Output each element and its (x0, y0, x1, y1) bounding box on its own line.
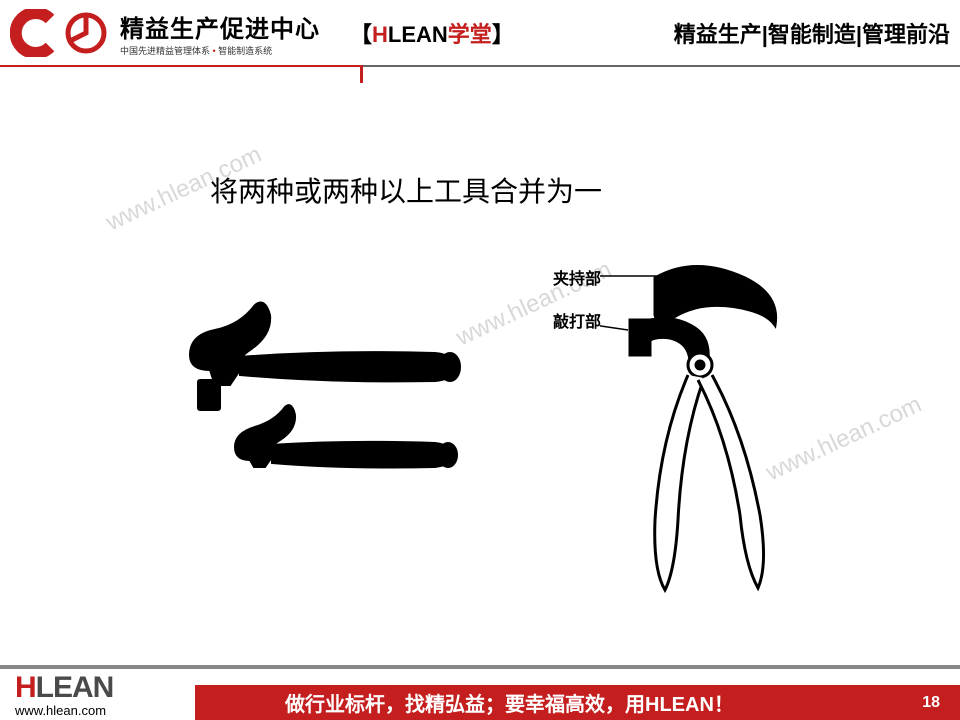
content-area: www.hlean.com www.hlean.com www.hlean.co… (0, 65, 960, 645)
footer-slogan: 做行业标杆，找精弘益；要幸福高效，用HLEAN！ (285, 688, 734, 717)
page-number: 18 (922, 694, 940, 712)
header-bracket-title: 【HLEAN学堂】 (350, 17, 514, 49)
plier-label-grip: 夹持部 (553, 265, 601, 289)
footer-url: www.hlean.com (15, 703, 106, 718)
logo-c-icon (10, 9, 58, 57)
plier-illustration (600, 260, 840, 600)
logo-main-text: 精益生产促进中心 (120, 9, 320, 44)
slide-title: 将两种或两种以上工具合并为一 (210, 170, 602, 210)
logo-ring-icon (62, 9, 110, 57)
logo-sub-text: 中国先进精益管理体系 • 智能制造系统 (120, 44, 320, 57)
plier-label-strike: 敲打部 (553, 308, 601, 332)
footer: HLEAN www.hlean.com 做行业标杆，找精弘益；要幸福高效，用HL… (0, 665, 960, 720)
footer-logo: HLEAN (15, 671, 113, 705)
logo-text: 精益生产促进中心 中国先进精益管理体系 • 智能制造系统 (120, 9, 320, 57)
hammer-illustration (180, 295, 500, 515)
footer-top-line (0, 665, 960, 669)
footer-slogan-bar: 做行业标杆，找精弘益；要幸福高效，用HLEAN！ 18 (195, 685, 960, 720)
header: 精益生产促进中心 中国先进精益管理体系 • 智能制造系统 【HLEAN学堂】 精… (0, 0, 960, 65)
header-topics: 精益生产|智能制造|管理前沿 (674, 17, 950, 49)
